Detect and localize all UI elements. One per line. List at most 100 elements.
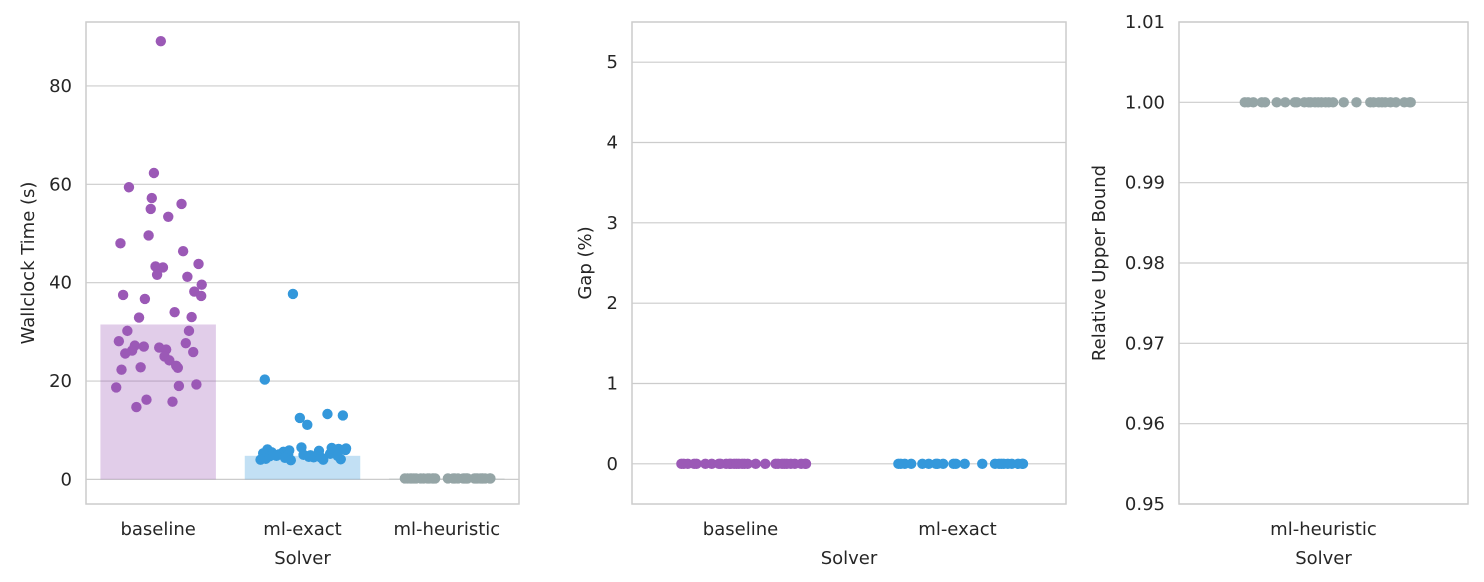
point-baseline (148, 167, 160, 179)
point-baseline (736, 458, 748, 470)
y-axis-label: Relative Upper Bound (1089, 165, 1110, 361)
point-ml-exact (302, 419, 313, 431)
point-baseline (700, 458, 711, 470)
point-baseline (196, 279, 207, 290)
point-ml-exact (977, 458, 988, 470)
x-axis-label: Solver (1295, 548, 1352, 569)
y-tick-label: 2 (607, 293, 618, 314)
point-baseline (193, 258, 204, 270)
point-ml-heuristic (1338, 97, 1349, 108)
x-tick-label: baseline (703, 519, 778, 540)
point-baseline (188, 346, 199, 358)
x-axis-label: Solver (821, 548, 878, 569)
y-tick-label: 1.00 (1125, 92, 1165, 113)
point-baseline (182, 271, 193, 282)
bar-ml-exact (244, 455, 361, 480)
y-tick-label: 0.96 (1125, 414, 1165, 435)
point-baseline (167, 396, 178, 407)
point-baseline (163, 211, 174, 222)
point-baseline (183, 325, 195, 337)
point-baseline (145, 203, 156, 215)
y-tick-label: 0.95 (1125, 494, 1165, 515)
point-ml-exact (322, 408, 333, 420)
point-baseline (155, 35, 167, 47)
point-baseline (713, 458, 725, 470)
point-ml-exact (259, 374, 270, 385)
point-baseline (120, 348, 131, 359)
point-ml-exact (917, 458, 928, 470)
point-baseline (157, 262, 169, 273)
point-baseline (191, 379, 202, 390)
point-baseline (688, 458, 700, 470)
point-ml-heuristic (1239, 97, 1250, 108)
point-ml-heuristic (1404, 97, 1415, 108)
point-ml-exact (930, 458, 942, 470)
point-baseline (122, 325, 133, 337)
point-baseline (117, 289, 129, 301)
point-ml-heuristic (1256, 97, 1268, 108)
point-baseline (146, 192, 157, 204)
y-tick-label: 5 (607, 52, 618, 73)
x-tick-label: baseline (120, 519, 195, 540)
y-tick-label: 80 (49, 76, 72, 97)
y-axis-label: Gap (%) (575, 226, 596, 299)
point-ml-exact (905, 458, 917, 470)
point-ml-exact (294, 412, 306, 424)
y-tick-label: 0.97 (1125, 333, 1165, 354)
x-tick-label: ml-exact (263, 519, 341, 540)
point-baseline (177, 245, 189, 257)
point-ml-heuristic (429, 473, 441, 484)
y-tick-label: 3 (607, 213, 618, 234)
point-baseline (151, 269, 163, 281)
point-baseline (186, 311, 197, 323)
y-tick-label: 0.98 (1125, 253, 1165, 274)
point-baseline (138, 341, 150, 352)
point-ml-exact (893, 458, 904, 470)
point-baseline (143, 230, 154, 241)
plot-frame (1178, 21, 1469, 505)
plot-frame (631, 21, 1067, 505)
y-tick-label: 0 (607, 454, 618, 475)
x-tick-label: ml-heuristic (1270, 519, 1377, 540)
point-ml-exact (318, 454, 329, 465)
point-baseline (172, 362, 184, 373)
y-axis-label: Wallclock Time (s) (18, 182, 39, 345)
point-baseline (139, 293, 151, 305)
y-tick-label: 20 (49, 371, 72, 392)
y-tick-label: 60 (49, 174, 72, 195)
point-ml-exact (340, 444, 351, 456)
point-ml-exact (285, 455, 297, 466)
point-ml-exact (255, 454, 266, 465)
point-ml-heuristic (462, 473, 473, 484)
x-axis-label: Solver (274, 548, 331, 569)
point-baseline (195, 290, 207, 302)
point-ml-exact (335, 454, 346, 465)
point-ml-exact (950, 458, 962, 470)
point-baseline (750, 458, 761, 470)
y-tick-label: 1 (607, 374, 618, 395)
relative-upper-bound-chart: 0.95 0.96 0.97 0.98 0.99 1.00 1.01 ml-heuristic… (1089, 12, 1469, 569)
point-ml-exact (993, 458, 1005, 470)
point-baseline (169, 306, 180, 318)
point-baseline (123, 182, 135, 193)
point-ml-heuristic (1280, 97, 1291, 108)
point-ml-heuristic (1271, 97, 1282, 108)
point-baseline (676, 458, 687, 470)
point-baseline (760, 458, 771, 470)
point-ml-exact (959, 458, 970, 470)
plot-frame (85, 21, 520, 505)
point-baseline (115, 238, 126, 249)
point-baseline (131, 401, 142, 413)
point-baseline (133, 312, 145, 323)
point-ml-exact (287, 288, 299, 300)
point-baseline (173, 380, 185, 392)
x-tick-label: ml-exact (918, 519, 996, 540)
point-ml-exact (337, 410, 349, 421)
y-tick-label: 1.01 (1125, 12, 1165, 33)
wallclock-time-chart: 0 20 40 60 80 baseline ml-exact ml-heuristic Sol… (18, 21, 520, 569)
point-baseline (135, 362, 146, 373)
point-ml-heuristic (1248, 97, 1259, 108)
y-tick-label: 40 (49, 273, 72, 294)
point-baseline (141, 394, 152, 405)
